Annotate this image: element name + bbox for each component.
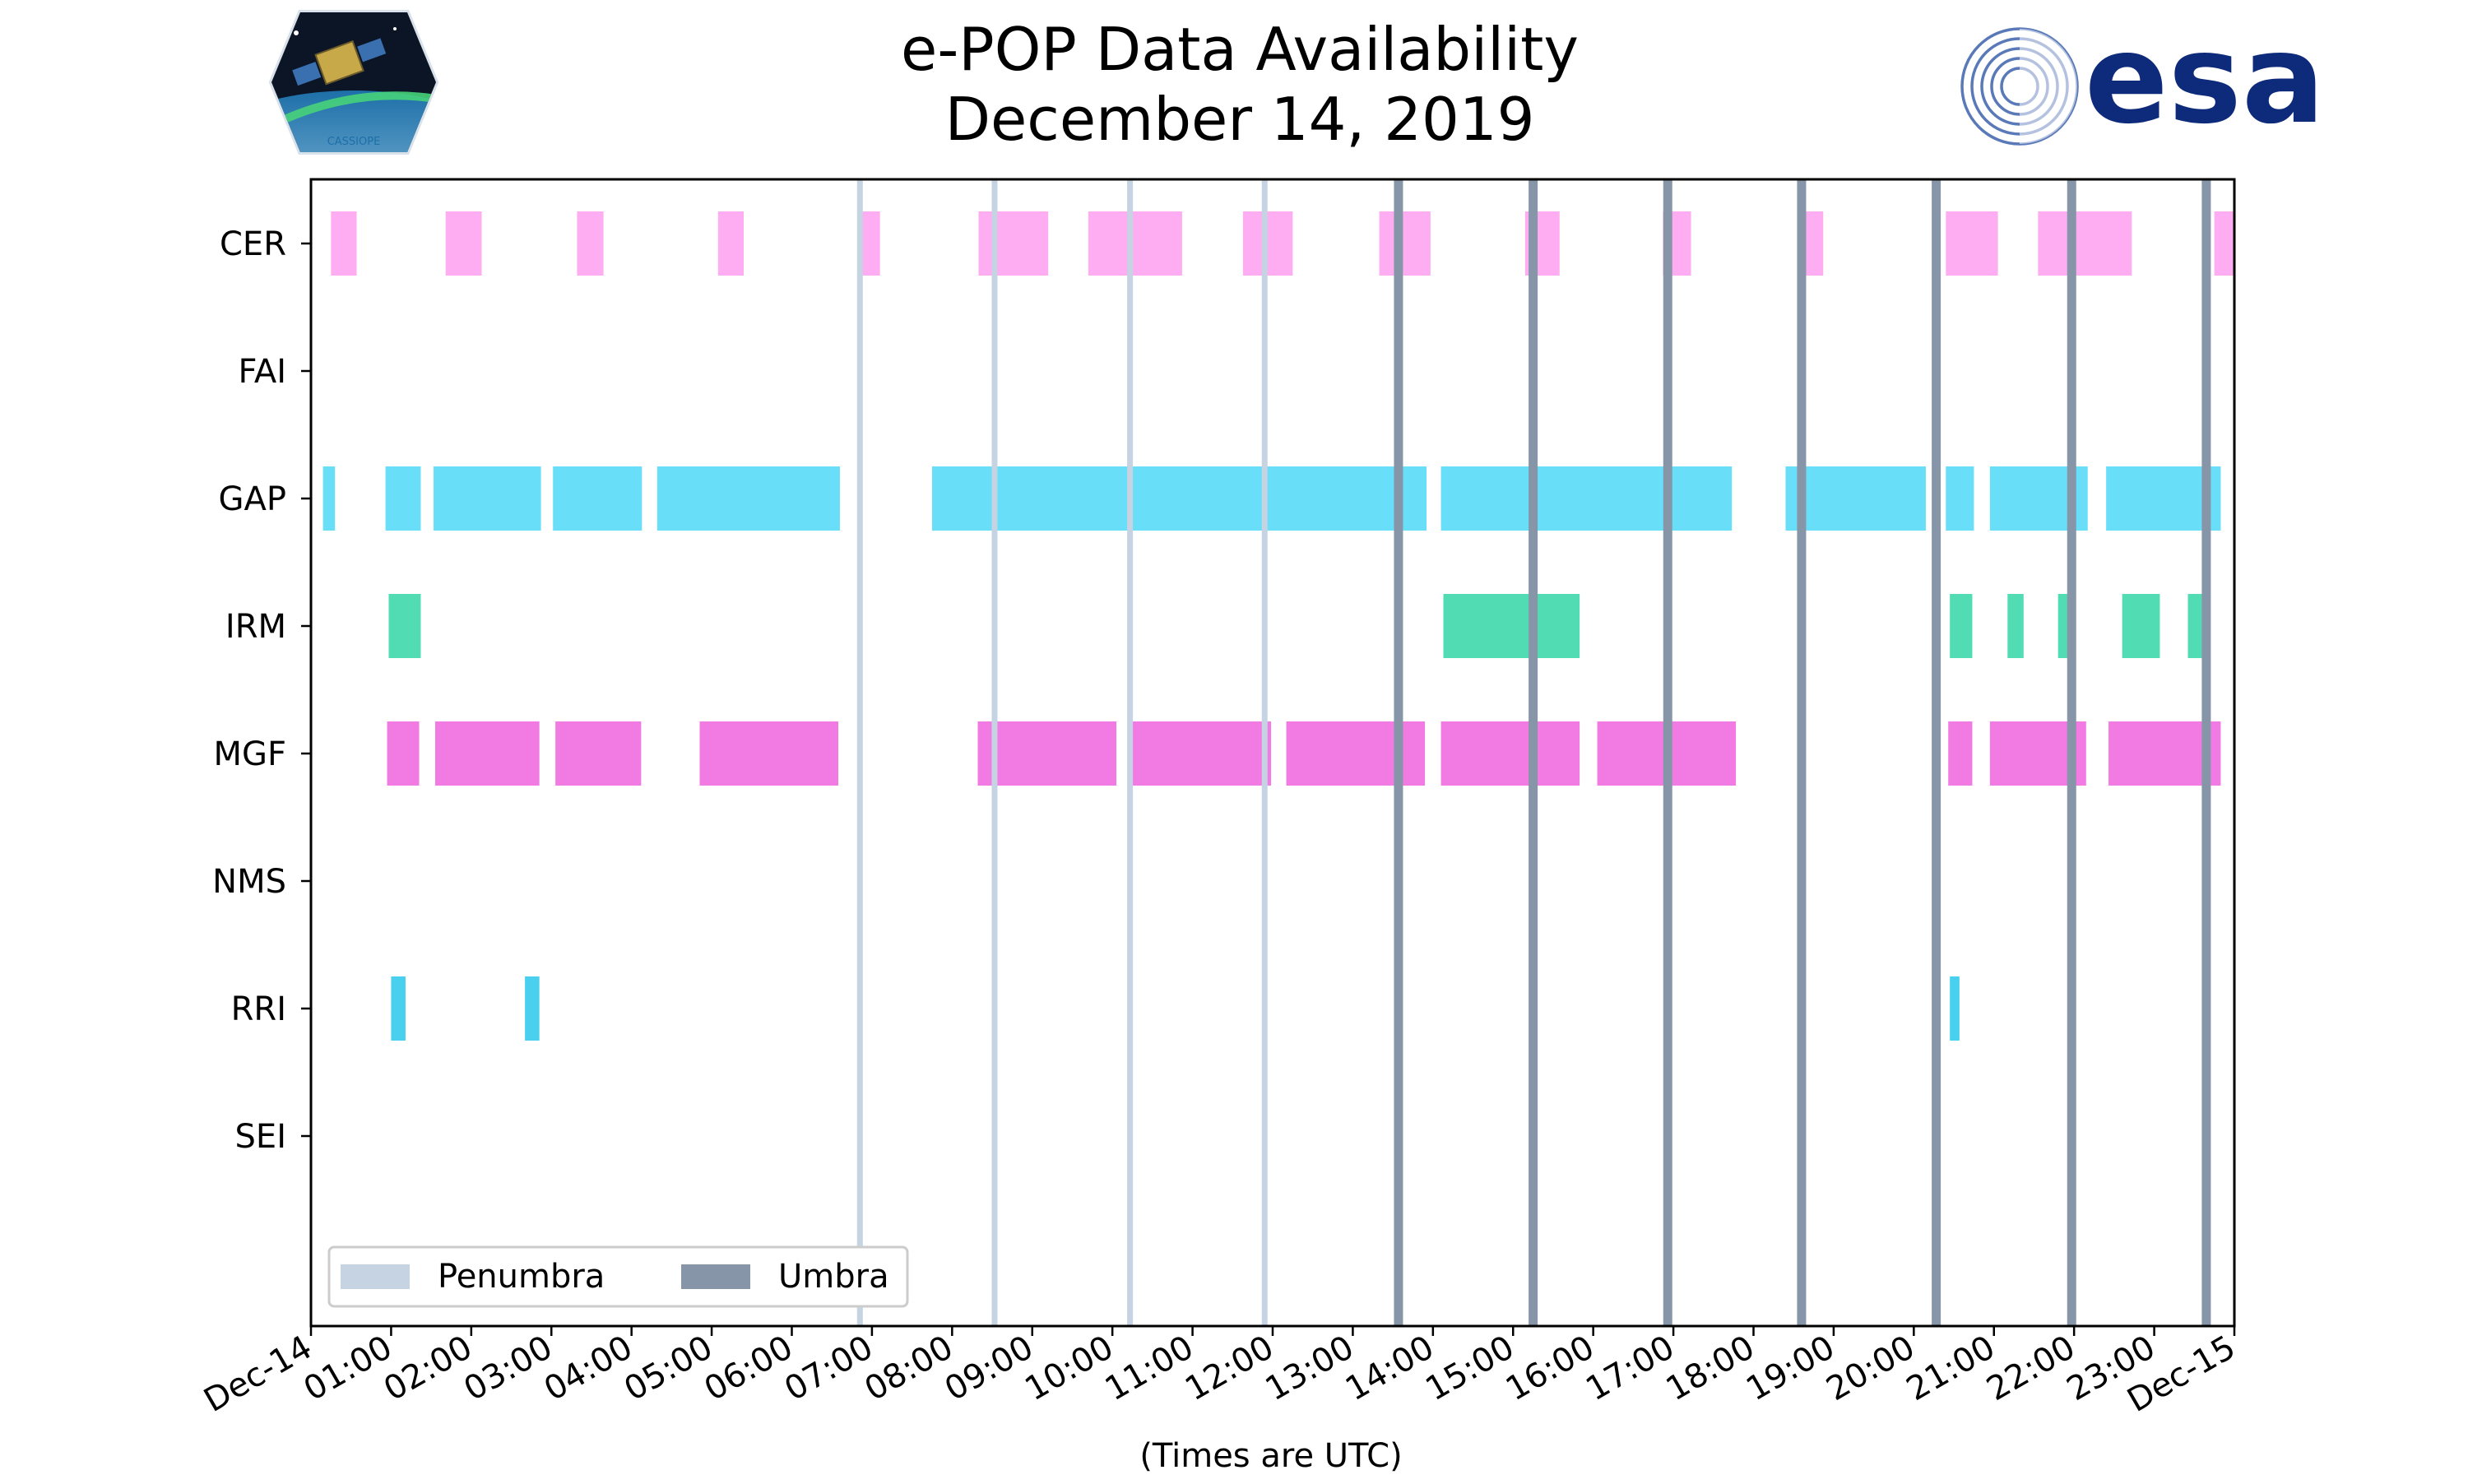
esa-logo: esa [1960,8,2325,151]
cassiope-logo-text: CASSIOPE [327,136,381,148]
bar-cer-3 [717,211,745,276]
bar-mgf-9 [1948,721,1973,786]
x-label-22: 22:00 [1980,1329,2081,1408]
x-label-18: 18:00 [1660,1329,1761,1408]
bar-rri-1 [525,976,540,1041]
y-label-irm: IRM [225,608,286,646]
x-label-10: 10:00 [1018,1329,1120,1408]
plot-area [309,178,2236,1328]
bar-gap-4 [656,466,840,531]
bar-cer-6 [1088,211,1182,276]
x-label-1: 01:00 [298,1329,399,1408]
x-label-11: 11:00 [1099,1329,1200,1408]
x-label-4: 04:00 [538,1329,639,1408]
chart-subtitle: December 14, 2019 [945,85,1535,154]
bar-gap-1 [385,466,421,531]
x-label-19: 19:00 [1740,1329,1841,1408]
x-label-12: 12:00 [1179,1329,1280,1408]
x-label-14: 14:00 [1339,1329,1440,1408]
bar-rri-2 [1950,976,1960,1041]
bar-mgf-4 [977,721,1117,786]
bar-gap-5 [931,466,1427,531]
bar-gap-0 [322,466,336,531]
y-label-gap: GAP [219,480,286,518]
x-label-9: 09:00 [939,1329,1040,1408]
bar-irm-5 [2122,594,2160,658]
bar-irm-6 [2187,594,2203,658]
bar-gap-6 [1440,466,1733,531]
bar-mgf-1 [434,721,540,786]
x-axis-labels: Dec-1401:0002:0003:0004:0005:0006:0007:0… [197,1326,2242,1420]
bar-cer-4 [860,211,880,276]
bar-cer-0 [331,211,357,276]
bar-cer-1 [445,211,482,276]
bar-mgf-3 [699,721,839,786]
bar-mgf-5 [1130,721,1272,786]
x-label-20: 20:00 [1820,1329,1921,1408]
y-axis-labels: CER FAI GAP IRM MGF NMS RRI SEI [212,225,311,1156]
bar-cer-12 [1946,211,1998,276]
bar-gap-2 [434,466,541,531]
legend-penumbra-label: Penumbra [438,1258,605,1296]
bar-mgf-0 [387,721,420,786]
x-label-2: 02:00 [378,1329,479,1408]
y-label-nms: NMS [212,863,286,901]
x-axis-label: (Times are UTC) [1139,1437,1402,1475]
chart-title: e-POP Data Availability [901,15,1579,84]
bar-gap-10 [2106,466,2221,531]
x-label-6: 06:00 [698,1329,800,1408]
x-label-3: 03:00 [457,1329,559,1408]
x-label-16: 16:00 [1500,1329,1601,1408]
bar-mgf-6 [1286,721,1426,786]
bar-irm-3 [2007,594,2024,658]
cassiope-logo: CASSIOPE [268,10,439,155]
bar-cer-11 [1805,211,1824,276]
bar-cer-13 [2038,211,2132,276]
y-label-sei: SEI [235,1118,286,1156]
y-label-fai: FAI [239,353,287,391]
bar-irm-1 [1443,594,1580,658]
bar-cer-8 [1379,211,1431,276]
x-label-7: 07:00 [778,1329,879,1408]
legend-penumbra-swatch [341,1264,410,1289]
legend-umbra-swatch [681,1264,750,1289]
bar-rri-0 [391,976,406,1041]
bar-cer-14 [2214,211,2234,276]
x-label-17: 17:00 [1580,1329,1681,1408]
bar-mgf-2 [555,721,642,786]
y-label-mgf: MGF [213,735,286,773]
y-label-cer: CER [220,225,286,263]
legend: Penumbra Umbra [327,1245,909,1308]
bar-cer-7 [1242,211,1293,276]
y-label-rri: RRI [231,990,286,1028]
bar-mgf-7 [1440,721,1580,786]
bar-gap-8 [1946,466,1974,531]
bar-cer-2 [577,211,604,276]
bar-irm-0 [388,594,421,658]
bar-gap-3 [553,466,643,531]
x-label-21: 21:00 [1900,1329,2002,1408]
x-label-5: 05:00 [618,1329,719,1408]
esa-logo-text: esa [2085,8,2325,151]
x-label-8: 08:00 [858,1329,959,1408]
bar-cer-5 [978,211,1049,276]
x-label-13: 13:00 [1260,1329,1361,1408]
bar-irm-2 [1950,594,1973,658]
bar-gap-7 [1785,466,1926,531]
legend-umbra-label: Umbra [778,1258,889,1296]
x-label-15: 15:00 [1419,1329,1520,1408]
